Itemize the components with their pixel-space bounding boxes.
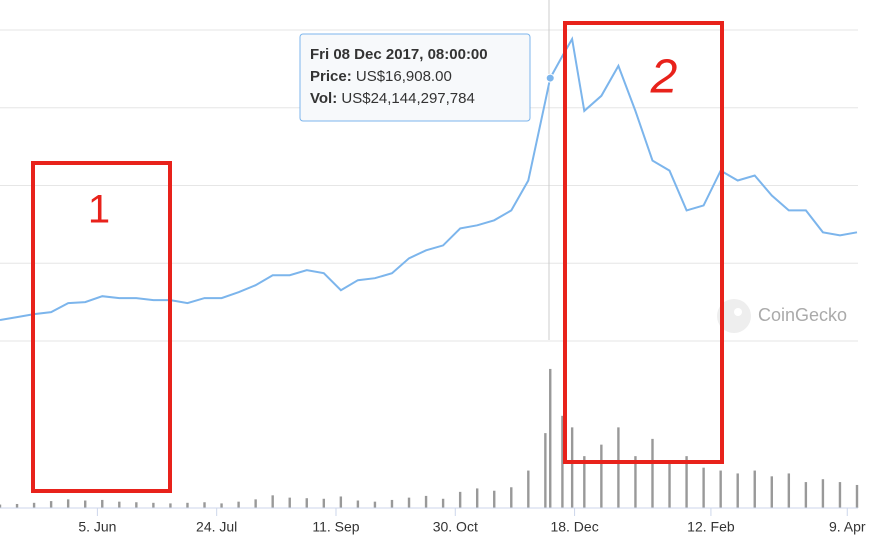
volume-bar	[424, 495, 428, 508]
x-tick-label: 30. Oct	[433, 519, 478, 535]
volume-bar	[787, 473, 791, 508]
x-tick-label: 9. Apr	[829, 519, 866, 535]
tooltip-date: Fri 08 Dec 2017, 08:00:00	[310, 46, 488, 63]
volume-bar	[855, 484, 859, 508]
volume-bars	[0, 368, 859, 508]
volume-bar	[753, 470, 756, 508]
value: US$16,908.00	[356, 68, 452, 85]
highlight-box	[31, 161, 172, 493]
volume-bar	[736, 473, 739, 508]
hover-marker	[545, 73, 555, 83]
volume-bar	[702, 467, 705, 508]
x-tick-label: 5. Jun	[78, 519, 116, 535]
volume-bar	[651, 438, 654, 508]
watermark: CoinGecko	[717, 299, 847, 333]
volume-bar	[186, 502, 189, 508]
tooltip: Fri 08 Dec 2017, 08:00:00 Price: US$16,9…	[299, 33, 531, 122]
volume-bar	[441, 498, 445, 508]
volume-bar	[237, 501, 240, 508]
volume-bar	[101, 499, 104, 508]
x-tick-label: 24. Jul	[196, 519, 237, 535]
volume-bar	[84, 500, 87, 508]
volume-bar	[475, 488, 479, 508]
tooltip-price: Price: US$16,908.00	[310, 68, 452, 85]
volume-bar	[549, 368, 552, 508]
x-tick-label: 12. Feb	[687, 519, 735, 535]
x-tick-label: 18. Dec	[550, 519, 598, 535]
volume-bar	[271, 495, 274, 508]
volume-bar	[838, 482, 842, 508]
volume-bar	[458, 491, 462, 508]
volume-bar	[617, 427, 620, 508]
volume-bar	[600, 444, 603, 508]
price-line	[0, 36, 858, 321]
volume-bar	[49, 501, 53, 508]
volume-bar	[15, 503, 19, 508]
annotations: 1 2	[31, 21, 724, 493]
value: US$24,144,297,784	[341, 90, 474, 107]
annotation: 2	[650, 51, 678, 104]
price-line	[0, 36, 858, 321]
volume-bar	[254, 499, 257, 508]
x-tick-label: 11. Sep	[312, 519, 359, 535]
volume-bar	[169, 503, 172, 508]
volume-bar	[544, 433, 547, 508]
volume-bar	[685, 456, 688, 508]
volume-bar	[356, 500, 360, 508]
volume-bar	[373, 501, 377, 508]
logo	[717, 299, 751, 333]
annotation: 1	[88, 188, 110, 232]
label: Vol:	[310, 90, 337, 107]
volume-bar	[561, 415, 564, 508]
volume-bar	[288, 497, 291, 508]
volume-bar	[770, 476, 773, 508]
volume-bar	[583, 456, 586, 508]
volume-bar	[305, 498, 308, 508]
volume-bar	[203, 502, 206, 508]
label: Price:	[310, 68, 352, 85]
volume-bar	[804, 482, 808, 508]
volume-bar	[570, 427, 574, 508]
highlight-box	[563, 21, 724, 464]
volume-bar	[0, 504, 2, 508]
volume-bar	[152, 502, 155, 508]
watermark-text: CoinGecko	[758, 305, 847, 325]
volume-bar	[668, 461, 671, 508]
volume-bar	[390, 499, 394, 508]
volume-bar	[339, 496, 343, 508]
tooltip-vol: Vol: US$24,144,297,784	[310, 90, 475, 107]
volume-bar	[135, 502, 138, 508]
volume-bar	[220, 503, 223, 508]
logo-eye	[734, 308, 742, 316]
x-axis: 5. Jun 24. Jul 11. Sep 30. Oct 18. Dec 12. Fe…	[78, 508, 866, 535]
volume-bar	[118, 501, 121, 508]
volume-bar	[407, 497, 411, 508]
volume-bar	[493, 490, 496, 508]
volume-bar	[322, 498, 326, 508]
volume-bar	[527, 470, 530, 508]
volume-bar	[634, 456, 637, 508]
volume-bar	[66, 499, 70, 508]
volume-bar	[821, 479, 825, 508]
volume-bar	[719, 470, 722, 508]
volume-bar	[32, 502, 36, 508]
volume-bar	[510, 487, 513, 508]
tooltip-box	[299, 33, 531, 122]
